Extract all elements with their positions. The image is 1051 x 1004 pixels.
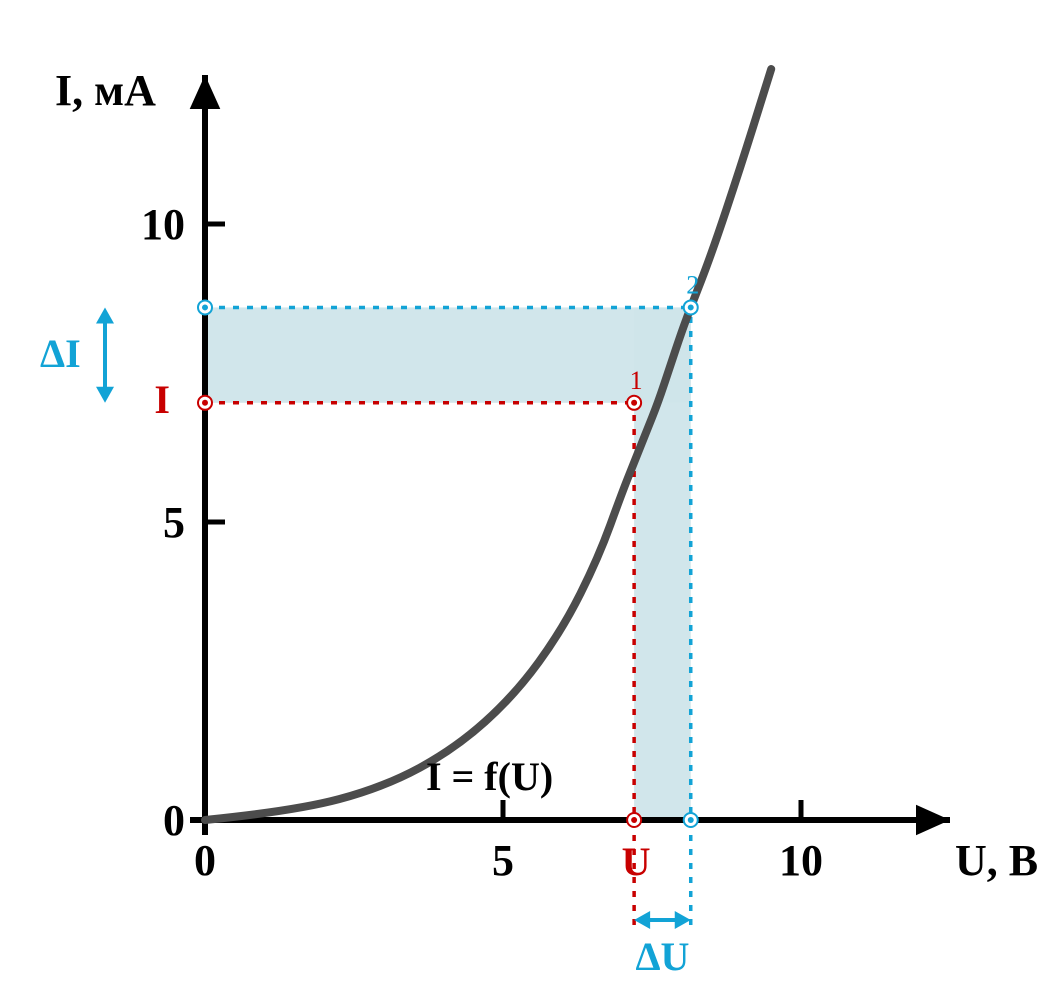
x-tick-label: 5: [492, 836, 514, 885]
y-tick-label: 5: [163, 498, 185, 547]
x-tick-label: 0: [194, 836, 216, 885]
x-axis-label: U, В: [955, 836, 1038, 885]
marker-u1-axis-inner: [631, 817, 637, 823]
delta-u-arrow-right: [675, 911, 691, 929]
iv-chart: 0 5 10 0 5 10 ΔI ΔU I, мА U, В I = f(U) I U 1 2: [0, 0, 1051, 1004]
marker-u2-axis-inner: [688, 817, 694, 823]
delta-u-label: ΔU: [635, 934, 689, 979]
y-axis-arrow: [190, 75, 221, 109]
point-2-label: 2: [686, 270, 699, 299]
delta-i-arrow-down: [96, 387, 114, 403]
delta-i-band: [205, 307, 691, 402]
marker-i2-axis-inner: [202, 304, 208, 310]
marker-point-1-inner: [631, 400, 637, 406]
i-marker-label: I: [154, 377, 170, 422]
y-axis-label: I, мА: [55, 66, 156, 115]
u-marker-label: U: [622, 839, 651, 884]
marker-point-2-inner: [688, 304, 694, 310]
x-tick-label: 10: [779, 836, 823, 885]
delta-i-arrow-up: [96, 307, 114, 323]
x-axis-arrow: [916, 805, 950, 836]
delta-i-label: ΔI: [40, 331, 81, 376]
y-tick-label: 0: [163, 796, 185, 845]
y-tick-label: 10: [141, 200, 185, 249]
marker-i1-axis-inner: [202, 400, 208, 406]
delta-u-arrow-left: [634, 911, 650, 929]
equation-label: I = f(U): [426, 754, 553, 799]
point-1-label: 1: [630, 366, 643, 395]
